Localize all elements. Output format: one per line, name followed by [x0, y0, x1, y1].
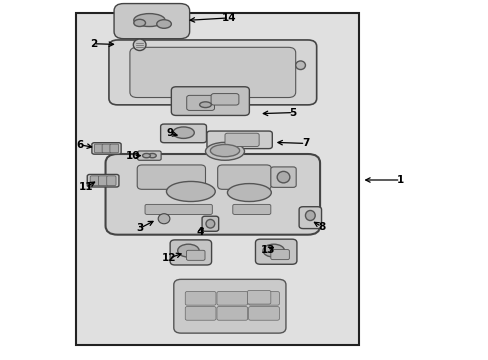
FancyBboxPatch shape	[114, 4, 189, 39]
FancyBboxPatch shape	[255, 239, 296, 264]
Text: 2: 2	[89, 39, 97, 49]
FancyBboxPatch shape	[186, 250, 204, 260]
Text: 3: 3	[136, 224, 143, 233]
Ellipse shape	[134, 19, 145, 27]
FancyBboxPatch shape	[185, 307, 216, 320]
FancyBboxPatch shape	[224, 133, 259, 147]
Text: 12: 12	[162, 253, 176, 263]
Ellipse shape	[166, 181, 215, 202]
FancyBboxPatch shape	[173, 279, 285, 333]
FancyBboxPatch shape	[138, 151, 161, 160]
FancyBboxPatch shape	[248, 307, 279, 320]
Ellipse shape	[205, 142, 244, 160]
FancyBboxPatch shape	[90, 176, 99, 185]
FancyBboxPatch shape	[171, 87, 249, 116]
FancyBboxPatch shape	[105, 154, 320, 235]
Ellipse shape	[134, 14, 164, 27]
Text: 11: 11	[79, 182, 93, 192]
FancyBboxPatch shape	[202, 216, 218, 231]
FancyBboxPatch shape	[87, 175, 119, 187]
FancyBboxPatch shape	[248, 292, 279, 305]
FancyBboxPatch shape	[217, 307, 247, 320]
Ellipse shape	[158, 214, 169, 224]
FancyBboxPatch shape	[145, 204, 212, 215]
FancyBboxPatch shape	[102, 144, 111, 153]
FancyBboxPatch shape	[170, 240, 211, 265]
FancyBboxPatch shape	[217, 165, 271, 189]
Ellipse shape	[133, 39, 146, 50]
Ellipse shape	[305, 211, 315, 221]
FancyBboxPatch shape	[270, 249, 289, 260]
Ellipse shape	[210, 144, 239, 157]
FancyBboxPatch shape	[232, 204, 270, 215]
FancyBboxPatch shape	[217, 292, 247, 305]
Ellipse shape	[277, 171, 289, 183]
Ellipse shape	[177, 244, 199, 257]
FancyBboxPatch shape	[92, 143, 121, 154]
Text: 10: 10	[126, 150, 140, 161]
FancyBboxPatch shape	[94, 144, 103, 153]
FancyBboxPatch shape	[137, 165, 205, 189]
Text: 8: 8	[317, 222, 325, 231]
FancyBboxPatch shape	[247, 291, 270, 304]
Ellipse shape	[157, 20, 171, 28]
FancyBboxPatch shape	[98, 176, 107, 185]
FancyBboxPatch shape	[185, 292, 216, 305]
Bar	[76, 13, 358, 345]
Text: 7: 7	[301, 139, 308, 148]
Text: 14: 14	[221, 13, 236, 23]
Ellipse shape	[172, 127, 194, 138]
FancyBboxPatch shape	[299, 207, 321, 229]
Text: 9: 9	[166, 129, 174, 138]
Ellipse shape	[263, 244, 284, 257]
Ellipse shape	[295, 61, 305, 69]
Text: 5: 5	[289, 108, 296, 118]
Ellipse shape	[227, 184, 271, 202]
FancyBboxPatch shape	[106, 176, 116, 185]
FancyBboxPatch shape	[206, 131, 272, 149]
FancyBboxPatch shape	[110, 144, 119, 153]
FancyBboxPatch shape	[270, 167, 296, 187]
FancyBboxPatch shape	[211, 94, 239, 105]
Text: 6: 6	[77, 140, 83, 150]
FancyBboxPatch shape	[160, 124, 206, 143]
FancyBboxPatch shape	[186, 95, 214, 111]
Ellipse shape	[205, 220, 214, 228]
Text: 4: 4	[197, 227, 204, 237]
Ellipse shape	[142, 153, 150, 158]
Ellipse shape	[148, 153, 156, 158]
FancyBboxPatch shape	[109, 40, 316, 105]
Text: 1: 1	[396, 175, 404, 185]
Text: 13: 13	[260, 245, 275, 255]
FancyBboxPatch shape	[130, 47, 295, 98]
Ellipse shape	[199, 102, 211, 108]
